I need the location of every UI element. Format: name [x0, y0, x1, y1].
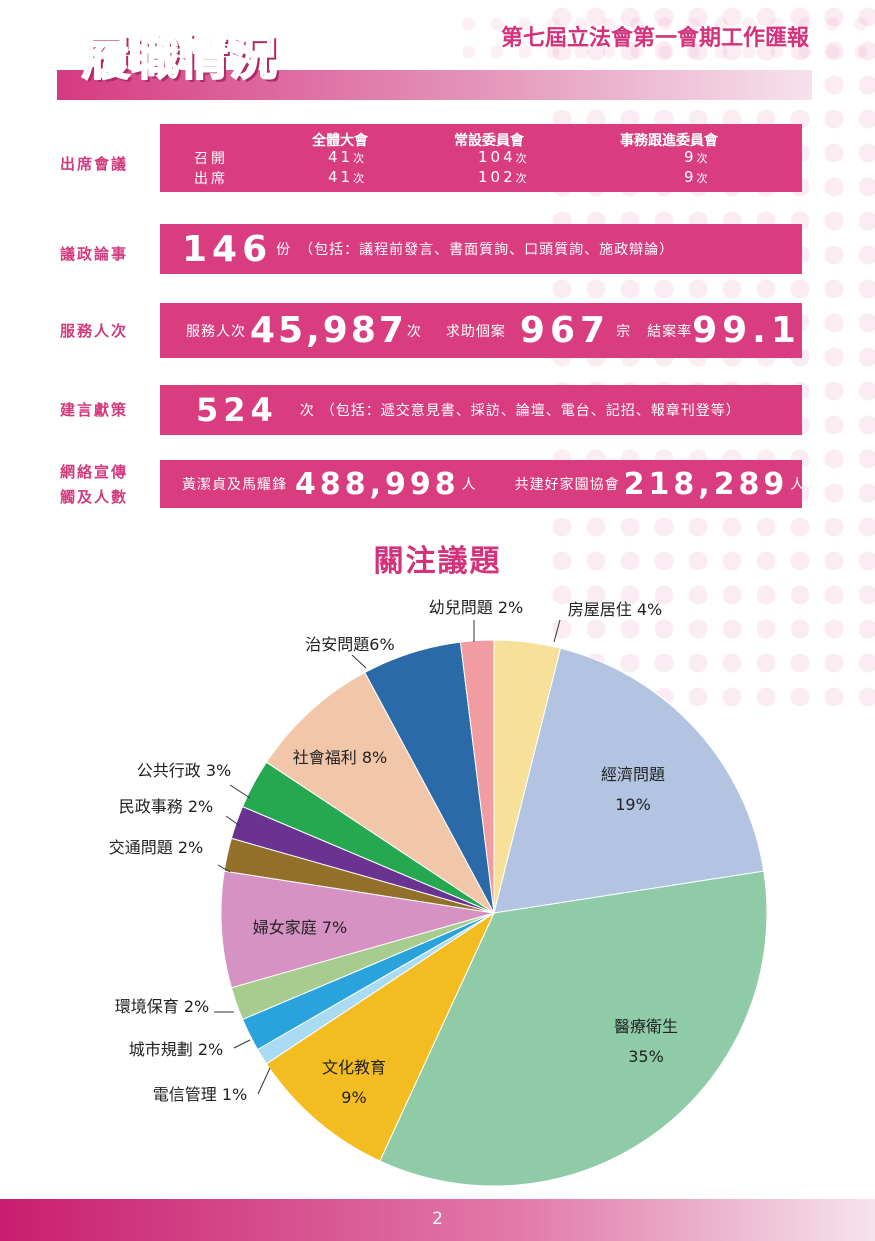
- online-label-line1: 網絡宣傳: [60, 463, 129, 481]
- proposals-unit: 次: [299, 403, 315, 419]
- served-value: 45,987: [250, 310, 407, 351]
- report-title: 第七屆立法會第一會期工作匯報: [500, 25, 809, 51]
- pie-leader-line: [351, 654, 367, 669]
- pie-slice-label: 環境保育 2%: [115, 997, 209, 1016]
- pie-slice: [493, 647, 765, 914]
- attendance-col-standing: 常設委員會: [454, 133, 524, 149]
- pie-slice: [459, 639, 495, 914]
- pie-slice-label: 城市規劃 2%: [129, 1040, 223, 1059]
- issues-pie-chart: 房屋居住 4% 經濟問題 19% 醫療衛生 35% 文化教育 9% 電信管理 1% 城市規劃 2…: [109, 598, 768, 1187]
- pie-slice-label: 房屋居住 4%: [568, 600, 662, 619]
- pie-slice-label: 民政事務 2%: [119, 797, 213, 816]
- pie-slice-label: 治安問題6%: [305, 635, 394, 654]
- pie-slice: [220, 870, 495, 989]
- online-b-label: 共建好家園協會: [514, 477, 620, 493]
- pie-slice-label: 電信管理 1%: [153, 1085, 247, 1104]
- pie-leader-line: [553, 619, 561, 643]
- pie-slice-label: 社會福利 8%: [293, 748, 387, 767]
- page-title: 履職情況: [81, 29, 279, 87]
- service-bar: 服務人次 45,987 次 求助個案 967 宗 結案率 99.1 %: [160, 303, 818, 358]
- pie-slice-label: 婦女家庭 7%: [253, 918, 347, 937]
- pie-leader-line: [217, 864, 231, 873]
- proposals-note: （包括：遞交意見書、採訪、論壇、電台、記招、報章刊登等）: [320, 403, 741, 419]
- online-label-line2: 觸及人數: [60, 488, 129, 506]
- footer-band: 2: [0, 1199, 875, 1241]
- attendance-cell: 9次: [684, 168, 708, 186]
- pie-leader-line: [229, 784, 251, 799]
- decorative-dot-pattern: [545, 0, 875, 720]
- pie-slice: [379, 870, 768, 1187]
- pie-slice-label: 幼兒問題 2%: [429, 598, 523, 617]
- rate-unit: %: [804, 322, 820, 339]
- attendance-cell: 102次: [478, 168, 527, 186]
- debate-unit: 份: [276, 242, 292, 258]
- online-a-label: 黃潔貞及馬耀鋒: [182, 477, 287, 493]
- cases-value: 967: [519, 310, 611, 351]
- cases-label: 求助個案: [445, 323, 506, 340]
- pie-slice-label: 公共行政 3%: [137, 761, 231, 780]
- attendance-cell: 41次: [328, 148, 365, 166]
- rate-label: 結案率: [647, 323, 693, 340]
- decorative-dot-pattern-top: [455, 10, 875, 70]
- online-b-value: 218,289: [623, 466, 789, 502]
- pie-leader-line: [233, 1039, 251, 1049]
- header-band: [57, 70, 812, 100]
- pie-slice-percent: 9%: [341, 1088, 366, 1107]
- attendance-label: 出席會議: [60, 155, 129, 173]
- cases-unit: 宗: [616, 323, 632, 340]
- proposals-number: 524: [196, 391, 278, 429]
- pie-leader-line: [225, 815, 241, 827]
- service-label: 服務人次: [60, 322, 129, 340]
- pie-leader-line: [257, 1067, 271, 1095]
- page-number: 2: [432, 1209, 443, 1229]
- pie-slice-label: 醫療衛生: [614, 1017, 678, 1036]
- attendance-cell: 104次: [478, 148, 527, 166]
- attendance-bar: 全體大會 常設委員會 事務跟進委員會 召開 41次 104次 9次 出席 41次…: [160, 124, 802, 192]
- pie-slice-label: 交通問題 2%: [109, 838, 203, 857]
- attendance-col-plenary: 全體大會: [312, 133, 368, 149]
- proposals-bar: 524 次 （包括：遞交意見書、採訪、論壇、電台、記招、報章刊登等）: [160, 385, 802, 435]
- online-a-unit: 人: [461, 477, 477, 493]
- rate-value: 99.1: [692, 310, 801, 351]
- served-unit: 次: [406, 323, 422, 340]
- served-label: 服務人次: [186, 323, 246, 340]
- debate-label: 議政論事: [60, 245, 129, 263]
- pie-slice: [265, 911, 496, 1162]
- attendance-row-attended-label: 出席: [194, 171, 228, 187]
- attendance-cell: 41次: [328, 168, 365, 186]
- pie-slice-percent: 19%: [615, 795, 651, 814]
- pie-slice-label: 經濟問題: [601, 765, 665, 784]
- pie-slice-label: 文化教育: [322, 1058, 386, 1077]
- debate-bar: 146 份 （包括：議程前發言、書面質詢、口頭質詢、施政辯論）: [160, 224, 802, 274]
- attendance-row-convened-label: 召開: [194, 151, 228, 167]
- attendance-col-followup: 事務跟進委員會: [620, 133, 718, 149]
- online-b-unit: 人: [790, 477, 806, 493]
- debate-note: （包括：議程前發言、書面質詢、口頭質詢、施政辯論）: [299, 242, 675, 258]
- online-bar: 黃潔貞及馬耀鋒 488,998 人 共建好家園協會 218,289 人: [160, 460, 806, 508]
- chart-title: 關注議題: [373, 544, 502, 579]
- pie-slice-percent: 35%: [628, 1047, 664, 1066]
- debate-number: 146: [182, 228, 273, 270]
- proposals-label: 建言獻策: [60, 401, 129, 419]
- pie-slice: [265, 671, 495, 914]
- attendance-cell: 9次: [684, 148, 708, 166]
- online-a-value: 488,998: [295, 466, 460, 502]
